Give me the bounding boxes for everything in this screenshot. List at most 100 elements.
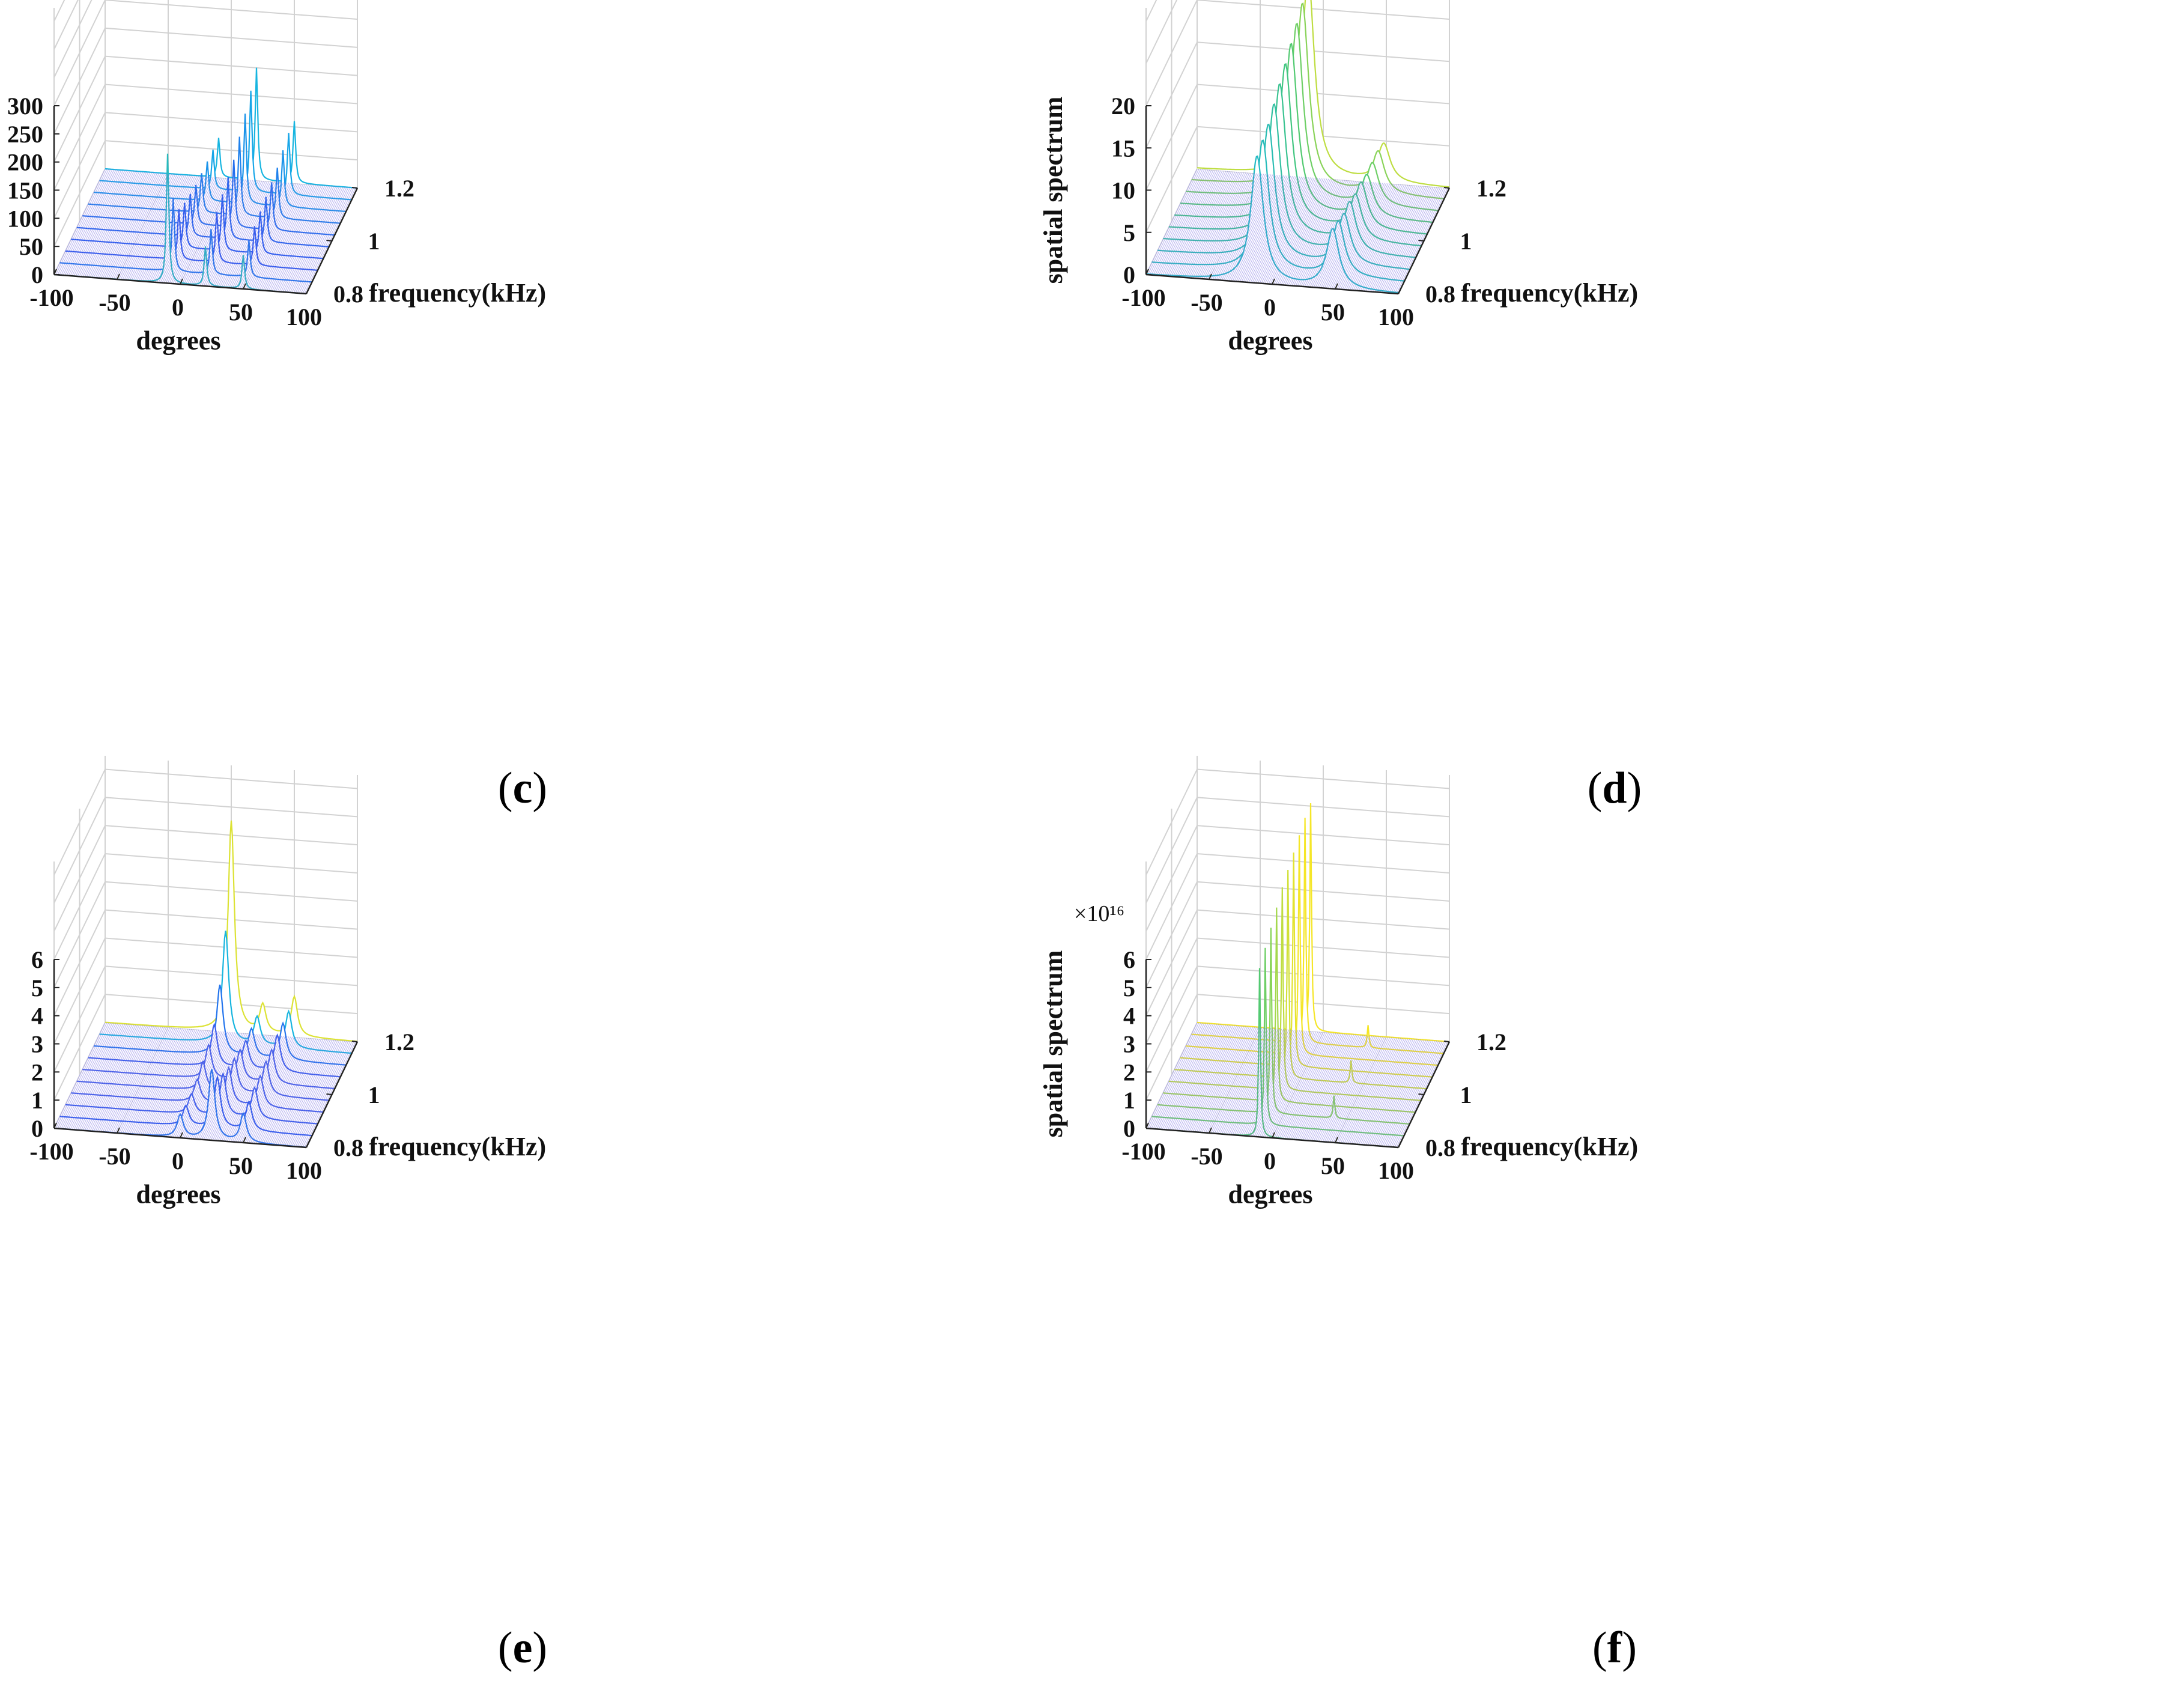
mesh-line — [1270, 178, 1322, 284]
mesh-line — [1374, 186, 1427, 293]
mesh-line — [1378, 186, 1430, 293]
mesh-line — [171, 1031, 223, 1138]
mesh-line — [189, 178, 241, 285]
mesh-line — [1194, 172, 1246, 279]
mesh-line — [1167, 1024, 1219, 1130]
mesh-line — [1354, 1038, 1407, 1144]
waterfall-line — [88, 1023, 341, 1078]
waterfall-line — [1151, 947, 1404, 1137]
mesh-line — [178, 178, 230, 284]
mesh-line — [1351, 184, 1403, 291]
x-tick-label: 100 — [286, 303, 322, 330]
mesh-line — [1297, 1033, 1349, 1140]
mesh-line — [255, 184, 308, 290]
mesh-line — [118, 174, 171, 280]
x-tick-mark — [243, 1137, 246, 1143]
mesh-line — [1311, 1035, 1363, 1141]
x-tick-label: -100 — [29, 284, 73, 311]
mesh-line — [1243, 1030, 1295, 1136]
mesh-line — [261, 1038, 313, 1144]
mesh-line — [1189, 172, 1241, 278]
mesh-line — [1245, 1030, 1297, 1136]
mesh-line — [1156, 169, 1209, 276]
x-tick-label: 0 — [1264, 1147, 1276, 1175]
mesh-line — [1169, 1024, 1221, 1131]
z-axis-label: spatial spectrum — [1039, 950, 1068, 1138]
waterfall-fill — [1191, 3, 1444, 200]
z-tick-label: 10 — [1111, 177, 1135, 204]
x-tick-mark — [1272, 278, 1275, 285]
mesh-line — [183, 178, 235, 285]
mesh-line — [199, 1033, 252, 1140]
mesh-line — [1246, 176, 1299, 283]
mesh-line — [1342, 183, 1394, 290]
mesh-line — [1284, 179, 1336, 285]
z-tick-label: 1 — [1123, 1087, 1135, 1114]
mesh-line — [70, 169, 122, 276]
mesh-line — [97, 172, 149, 278]
mesh-line — [268, 184, 320, 291]
grid-line-z — [1145, 881, 1450, 988]
mesh-line — [1246, 1030, 1299, 1137]
mesh-line — [277, 186, 329, 292]
mesh-line — [1189, 1026, 1241, 1132]
waterfall-line — [59, 198, 312, 283]
panel-label: (e) — [497, 1623, 548, 1673]
mesh-line — [264, 184, 317, 291]
mesh-line — [299, 1041, 351, 1147]
mesh-line — [1380, 1040, 1432, 1146]
mesh-line — [189, 1032, 241, 1139]
mesh-line — [1309, 1035, 1362, 1141]
mesh-line — [264, 1038, 317, 1144]
x-tick-label: -100 — [1121, 284, 1165, 311]
mesh-line — [187, 1032, 239, 1139]
mesh-line — [100, 172, 153, 279]
waterfall-line — [105, 820, 358, 1042]
mesh-line — [160, 177, 212, 283]
z-tick-label: 3 — [31, 1031, 43, 1058]
mesh-line — [210, 180, 262, 287]
mesh-line — [88, 171, 140, 278]
mesh-line — [279, 1039, 331, 1146]
mesh-line — [1344, 183, 1396, 290]
mesh-line — [102, 172, 154, 279]
waterfall-fill — [1163, 104, 1416, 259]
waterfall-line — [1168, 887, 1421, 1101]
mesh-line — [1187, 172, 1239, 278]
mesh-line — [1308, 181, 1360, 287]
mesh-line — [246, 183, 299, 290]
mesh-line — [55, 1023, 108, 1129]
panel-f: -100 -50 0 50 100 0.8 1 1.2 0 1 2 3 4 5 6 ×10¹⁶ degrees f… — [1039, 756, 2184, 1707]
mesh-line — [1318, 1035, 1371, 1142]
mesh-line — [1194, 1026, 1246, 1132]
mesh-line — [1286, 179, 1338, 286]
mesh-line — [1389, 187, 1441, 294]
mesh-line — [214, 181, 266, 287]
mesh-line — [1218, 174, 1270, 281]
mesh-line — [281, 1039, 333, 1146]
panel-label: (c) — [497, 764, 548, 813]
mesh-line — [1187, 1026, 1239, 1132]
mesh-line — [1236, 1029, 1288, 1135]
mesh-line — [293, 1041, 345, 1147]
grid-line-z — [53, 27, 358, 135]
mesh-line — [1156, 1023, 1209, 1129]
mesh-line — [1345, 1038, 1398, 1144]
x-tick-mark — [243, 283, 246, 290]
mesh-line — [1360, 1038, 1412, 1145]
mesh-line — [198, 1033, 250, 1140]
mesh-line — [243, 1036, 295, 1143]
mesh-line — [1291, 1033, 1344, 1140]
mesh-line — [1192, 1026, 1245, 1132]
x-tick-mark — [180, 1132, 183, 1138]
waterfall-line — [1174, 869, 1427, 1090]
mesh-hatch — [1145, 1022, 1450, 1148]
mesh-line — [167, 177, 219, 284]
mesh-line — [221, 1035, 273, 1141]
mesh-line — [149, 175, 201, 282]
y-tick-mark — [1392, 293, 1399, 294]
mesh-line — [108, 172, 160, 279]
waterfall-line — [1163, 907, 1416, 1113]
x-tick-label: -50 — [1191, 289, 1222, 316]
